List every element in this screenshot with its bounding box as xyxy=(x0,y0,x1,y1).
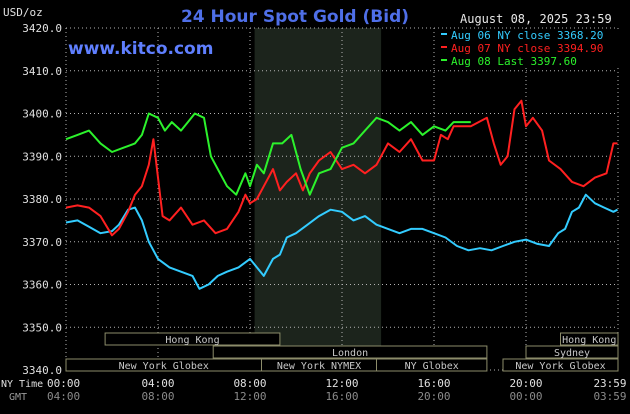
price-series xyxy=(65,99,618,290)
ny-time-label: NY Time xyxy=(1,379,43,390)
chart-title: 24 Hour Spot Gold (Bid) xyxy=(181,7,409,27)
session-box xyxy=(502,358,619,372)
nymex-session-highlight xyxy=(254,28,382,370)
y-tick-label: 3350.0 xyxy=(22,321,62,334)
x-tick-gmt: 16:00 xyxy=(325,390,358,403)
timestamp: August 08, 2025 23:59 xyxy=(460,12,612,26)
session-box xyxy=(212,345,488,359)
x-tick-ny: 23:59 xyxy=(593,377,626,390)
legend-aug06: Aug 06 NY close 3368.20 xyxy=(451,29,603,42)
y-axis: 3420.0 3410.0 3400.0 3390.0 3380.0 3370.0 3360… xyxy=(22,22,62,377)
session-label: Hong Kong xyxy=(165,335,219,346)
session-label: NY Globex xyxy=(405,361,459,372)
x-tick-ny: 08:00 xyxy=(233,377,266,390)
y-tick-label: 3420.0 xyxy=(22,22,62,35)
legend: Aug 06 NY close 3368.20 Aug 07 NY close … xyxy=(438,29,620,68)
series-line-2 xyxy=(65,112,471,196)
session-label: New York NYMEX xyxy=(277,361,361,372)
legend-box xyxy=(438,29,620,67)
y-tick-label: 3410.0 xyxy=(22,65,62,78)
x-tick-ny: 16:00 xyxy=(417,377,450,390)
x-tick-ny: 20:00 xyxy=(509,377,542,390)
x-tick-gmt: 00:00 xyxy=(509,390,542,403)
session-label: New York Globex xyxy=(119,361,209,372)
watermark: www.kitco.com xyxy=(68,39,213,59)
session-label: Hong Kong xyxy=(562,335,616,346)
trading-sessions: Hong Kong London New York Globex New York N… xyxy=(65,332,619,372)
x-tick-gmt: 03:59 xyxy=(593,390,626,403)
series-line-1 xyxy=(65,99,618,237)
x-tick-ny: 04:00 xyxy=(141,377,174,390)
session-label: New York Globex xyxy=(515,361,605,372)
session-box xyxy=(560,332,619,346)
series-line-0 xyxy=(65,193,618,290)
y-unit-label: USD/oz xyxy=(3,6,43,19)
x-tick-ny: 00:00 xyxy=(47,377,80,390)
x-tick-gmt: 20:00 xyxy=(417,390,450,403)
legend-swatch-aug08 xyxy=(441,59,447,61)
session-box xyxy=(376,358,488,372)
x-tick-gmt: 04:00 xyxy=(47,390,80,403)
session-label: London xyxy=(332,348,368,359)
y-tick-label: 3380.0 xyxy=(22,193,62,206)
x-axis: 00:00 04:00 08:00 12:00 16:00 20:00 23:5904:00… xyxy=(47,377,627,403)
legend-aug08: Aug 08 Last 3397.60 xyxy=(451,55,577,68)
y-tick-label: 3390.0 xyxy=(22,150,62,163)
legend-swatch-aug07 xyxy=(441,46,447,48)
x-tick-ny: 12:00 xyxy=(325,377,358,390)
y-tick-label: 3360.0 xyxy=(22,279,62,292)
session-box xyxy=(104,332,281,346)
legend-aug07: Aug 07 NY close 3394.90 xyxy=(451,42,603,55)
y-tick-label: 3370.0 xyxy=(22,236,62,249)
y-tick-label: 3340.0 xyxy=(22,364,62,377)
session-box xyxy=(525,345,619,359)
grid-lines xyxy=(65,27,619,371)
legend-swatch-aug06 xyxy=(441,33,447,35)
gmt-label: GMT xyxy=(9,392,27,403)
x-tick-gmt: 08:00 xyxy=(141,390,174,403)
session-label: Sydney xyxy=(554,348,590,359)
y-tick-label: 3400.0 xyxy=(22,108,62,121)
x-tick-gmt: 12:00 xyxy=(233,390,266,403)
